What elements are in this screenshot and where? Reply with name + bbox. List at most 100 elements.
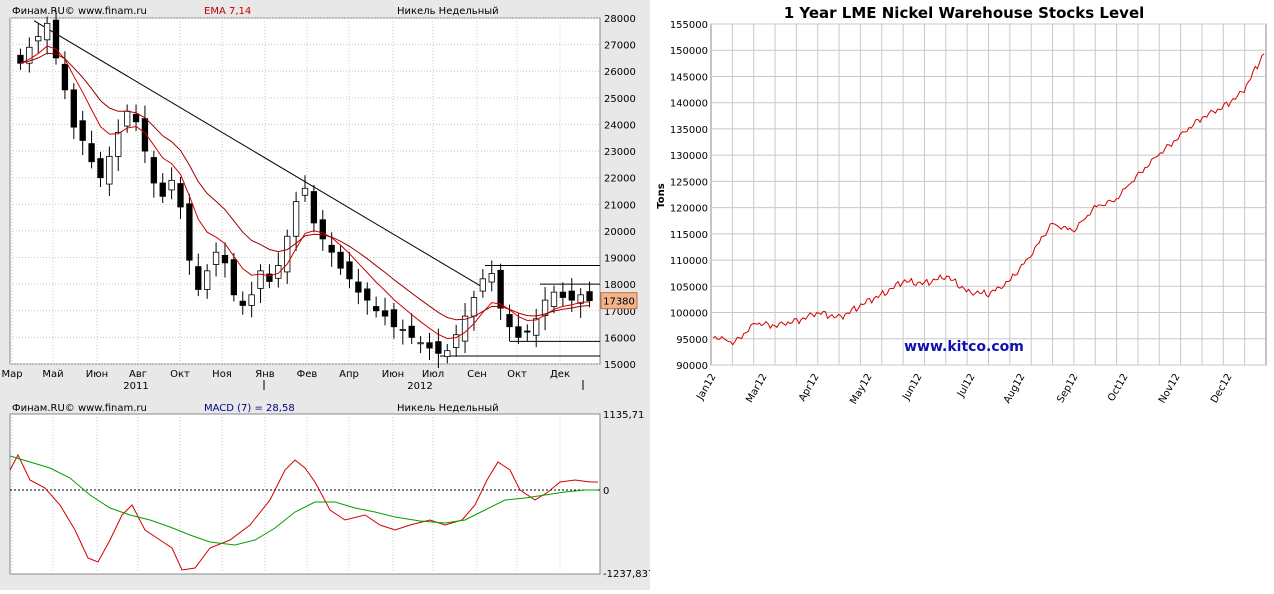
candle-body	[132, 113, 140, 123]
price-y-tick-label: 23000	[604, 147, 636, 158]
month-tick-label: Май	[42, 369, 63, 380]
finam-chart: 28000 27000 26000 25000 24000 23000 22000 21000…	[1, 6, 654, 580]
ema-line	[20, 45, 590, 340]
price-y-tick-label: 16000	[604, 333, 636, 344]
finam-panel: 28000 27000 26000 25000 24000 23000 22000 21000…	[0, 0, 654, 590]
candle-body	[123, 110, 131, 127]
candle-body	[488, 273, 495, 283]
candle-body	[150, 157, 157, 184]
candle-body	[328, 244, 335, 253]
candle-body	[364, 288, 371, 301]
month-tick-label: Дек	[550, 369, 570, 380]
price-y-tick-label: 17000	[604, 307, 636, 318]
price-y-tick-label: 21000	[604, 200, 636, 211]
candle-body	[444, 350, 451, 357]
month-tick-label: Янв	[255, 369, 274, 380]
candle-body	[257, 270, 264, 289]
candle-body	[43, 22, 51, 41]
candle-body	[26, 46, 33, 64]
candle-body	[35, 36, 42, 42]
price-header-indicator: EMA 7,14	[204, 6, 251, 17]
candle-body	[577, 294, 584, 304]
kitco-x-tick-label: Jan12	[695, 372, 719, 403]
candle-body	[177, 183, 184, 208]
candle-body	[408, 325, 415, 338]
kitco-y-tick-label: 150000	[670, 46, 708, 57]
kitco-y-tick-label: 115000	[670, 230, 708, 241]
month-tick-label: Сен	[467, 369, 487, 380]
macd-bottom-value: -1237,837	[603, 569, 650, 580]
price-y-tick-label: 24000	[604, 120, 636, 131]
candle-body	[559, 291, 567, 298]
kitco-x-tick-label: Aug12	[1002, 372, 1028, 405]
candle-body	[568, 290, 575, 301]
candle-body	[550, 291, 558, 307]
candle-body	[301, 187, 309, 196]
kitco-x-tick-label: Apr12	[797, 372, 822, 404]
candle-body	[515, 326, 522, 338]
kitco-y-tick-label: 155000	[670, 20, 708, 31]
candle-body	[275, 265, 282, 279]
candle-body	[453, 334, 460, 348]
month-tick-label: Июл	[422, 369, 444, 380]
candle-body	[417, 342, 424, 345]
candle-body	[479, 278, 487, 292]
price-y-tick-label: 26000	[604, 67, 636, 78]
kitco-chart: 1 Year LME Nickel Warehouse Stocks Level…	[656, 4, 1267, 406]
candle-body	[79, 120, 86, 141]
candle-body	[399, 328, 406, 331]
kitco-y-tick-label: 105000	[670, 282, 708, 293]
kitco-panel: 1 Year LME Nickel Warehouse Stocks Level…	[650, 0, 1274, 590]
price-header-instrument: Никель Недельный	[397, 6, 499, 17]
ema-line	[20, 52, 590, 321]
kitco-y-tick-label: 95000	[676, 335, 708, 346]
candle-body	[506, 314, 513, 328]
candle-body	[337, 251, 344, 269]
price-y-tick-label: 22000	[604, 174, 636, 185]
candle-body	[97, 158, 104, 179]
kitco-y-tick-label: 90000	[676, 361, 708, 372]
candle-body	[355, 281, 362, 293]
kitco-y-tick-label: 130000	[670, 151, 708, 162]
candle-body	[195, 266, 202, 290]
kitco-x-tick-label: Nov12	[1157, 372, 1183, 405]
kitco-x-tick-label: Sep12	[1055, 372, 1080, 405]
year-tick-label: 2011	[123, 381, 148, 392]
candle-body	[88, 143, 95, 163]
price-y-tick-label: 19000	[604, 254, 636, 265]
candle-body	[372, 306, 380, 312]
candle-body	[221, 255, 229, 264]
candle-body	[310, 191, 318, 224]
month-tick-label: Окт	[507, 369, 527, 380]
candle-body	[106, 155, 113, 185]
candle-body	[461, 315, 469, 342]
last-price-box	[600, 292, 638, 310]
kitco-x-tick-label: Dec12	[1209, 372, 1235, 405]
candle-body	[230, 259, 238, 296]
kitco-stocks-line	[712, 53, 1265, 346]
candle-body	[212, 251, 220, 265]
candle-body	[426, 342, 433, 349]
macd-zero-value: 0	[603, 486, 609, 497]
kitco-watermark: www.kitco.com	[904, 339, 1024, 355]
kitco-y-tick-label: 110000	[670, 256, 708, 267]
candle-body	[266, 273, 273, 282]
candle-body	[70, 89, 77, 128]
month-tick-label: Фев	[297, 369, 318, 380]
kitco-x-tick-label: Oct12	[1106, 372, 1131, 403]
kitco-y-axis-label: Tons	[656, 183, 667, 208]
kitco-y-tick-label: 135000	[670, 125, 708, 136]
year-tick-label: 2012	[407, 381, 432, 392]
month-tick-label: Ноя	[212, 369, 232, 380]
candle-body	[239, 300, 246, 306]
candle-body	[248, 294, 255, 306]
kitco-y-tick-label: 125000	[670, 177, 708, 188]
kitco-y-tick-label: 140000	[670, 99, 708, 110]
kitco-x-tick-label: Jun12	[900, 372, 924, 403]
month-tick-label: Апр	[339, 369, 359, 380]
kitco-y-tick-label: 100000	[670, 309, 708, 320]
kitco-y-tick-label: 145000	[670, 72, 708, 83]
candle-body	[435, 341, 442, 354]
price-y-tick-label: 18000	[604, 280, 636, 291]
kitco-x-tick-label: May12	[848, 372, 874, 406]
